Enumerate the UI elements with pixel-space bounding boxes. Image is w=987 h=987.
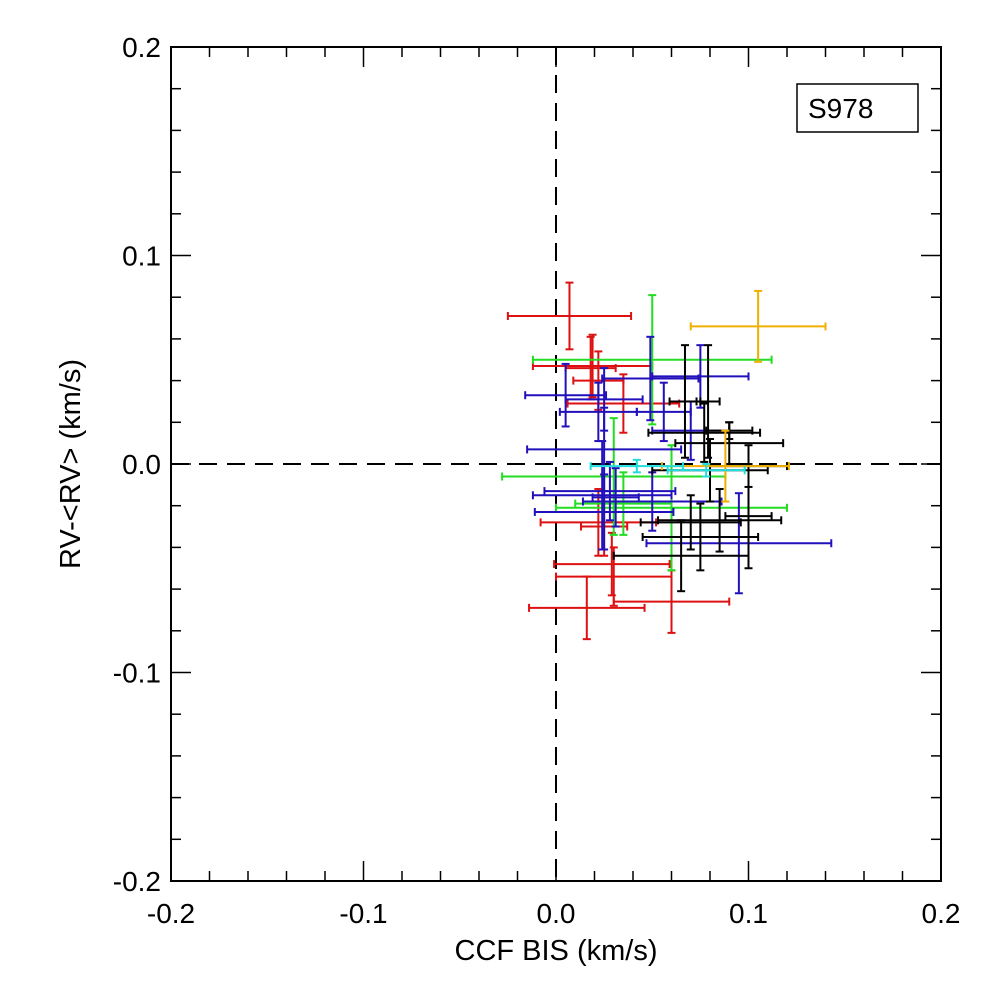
error-bar-point bbox=[639, 494, 742, 551]
error-bar-point bbox=[647, 402, 762, 463]
x-tick-label: 0.1 bbox=[729, 898, 768, 929]
error-bar-point bbox=[666, 463, 746, 478]
y-tick-label: -0.2 bbox=[113, 866, 161, 897]
error-bar-point bbox=[531, 294, 773, 426]
error-bar-point bbox=[533, 473, 675, 551]
y-tick-label: 0.1 bbox=[122, 241, 161, 272]
error-bar-point bbox=[566, 373, 681, 434]
error-bar-point bbox=[531, 440, 673, 551]
x-axis-title: CCF BIS (km/s) bbox=[455, 935, 658, 967]
error-bar-point bbox=[641, 502, 760, 572]
error-bar-point bbox=[553, 531, 671, 597]
error-bar-point bbox=[601, 335, 700, 422]
axis-ticks bbox=[170, 46, 942, 882]
error-bar-point bbox=[657, 488, 783, 553]
y-axis-title: RV-<RV> (km/s) bbox=[55, 359, 87, 569]
error-bar-point bbox=[612, 519, 750, 593]
error-bar-point bbox=[612, 569, 731, 634]
error-bar-point bbox=[645, 492, 833, 595]
error-bar-point bbox=[539, 488, 658, 557]
error-bar-point bbox=[589, 458, 685, 474]
y-tick-label: 0.0 bbox=[122, 449, 161, 480]
series-blue bbox=[524, 335, 833, 595]
x-tick-label: 0.2 bbox=[922, 898, 961, 929]
error-bar-point bbox=[543, 460, 677, 522]
error-bar-point bbox=[528, 575, 646, 641]
x-tick-label: -0.2 bbox=[147, 898, 195, 929]
x-tick-label: -0.1 bbox=[339, 898, 387, 929]
error-bar-point bbox=[689, 289, 827, 363]
legend-label: S978 bbox=[808, 93, 873, 124]
error-bar-point bbox=[506, 281, 633, 351]
axis-tick-labels: -0.2 -0.1 0.0 0.1 0.2 -0.2 -0.1 0.0 0.1 0.2 bbox=[113, 32, 961, 929]
data-points bbox=[501, 281, 833, 641]
error-bar-point bbox=[531, 333, 654, 399]
error-bar-point bbox=[651, 344, 750, 409]
legend-box: S978 bbox=[796, 83, 919, 133]
series-cyan bbox=[589, 458, 746, 478]
x-tick-label: 0.0 bbox=[537, 898, 576, 929]
error-bar-point bbox=[524, 362, 608, 428]
error-bar-point bbox=[501, 417, 727, 536]
legend-frame bbox=[796, 83, 919, 133]
y-tick-label: 0.2 bbox=[122, 32, 161, 63]
y-tick-label: -0.1 bbox=[113, 658, 161, 689]
error-bar-point bbox=[591, 467, 640, 528]
error-bar-point bbox=[674, 421, 785, 465]
error-bar-point bbox=[564, 335, 617, 401]
error-bar-point bbox=[668, 344, 702, 459]
reference-lines bbox=[171, 47, 941, 881]
series-red bbox=[506, 281, 731, 641]
error-bar-point bbox=[558, 381, 638, 443]
